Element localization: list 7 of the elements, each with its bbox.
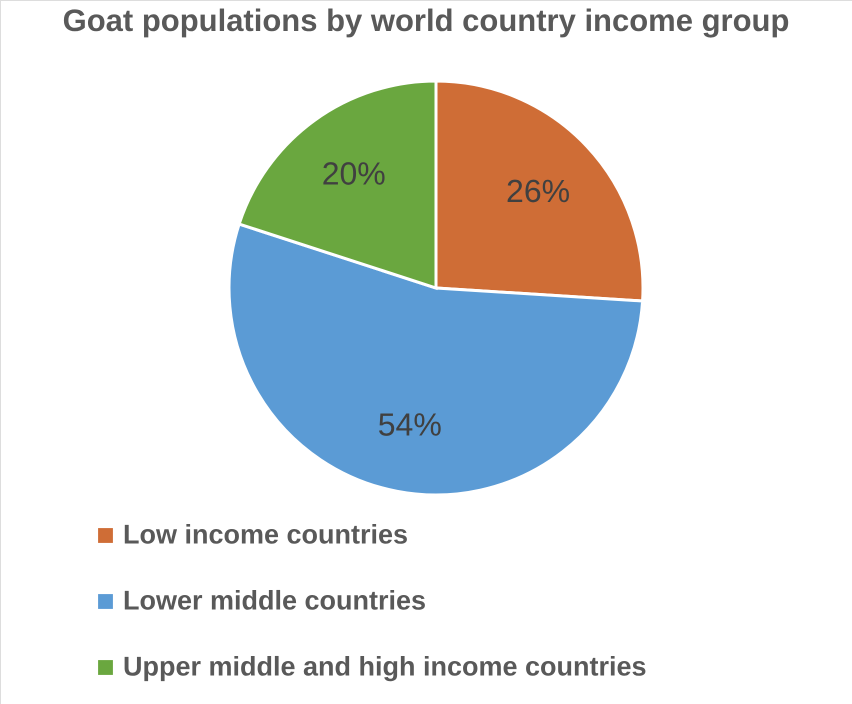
legend-label: Upper middle and high income countries	[123, 652, 647, 682]
data-label: 54%	[378, 406, 442, 443]
data-label: 20%	[322, 156, 386, 192]
data-label: 26%	[506, 173, 570, 210]
legend-label: Low income countries	[123, 520, 408, 550]
legend-label: Lower middle countries	[123, 586, 426, 616]
chart-title: Goat populations by world country income group	[62, 3, 790, 38]
